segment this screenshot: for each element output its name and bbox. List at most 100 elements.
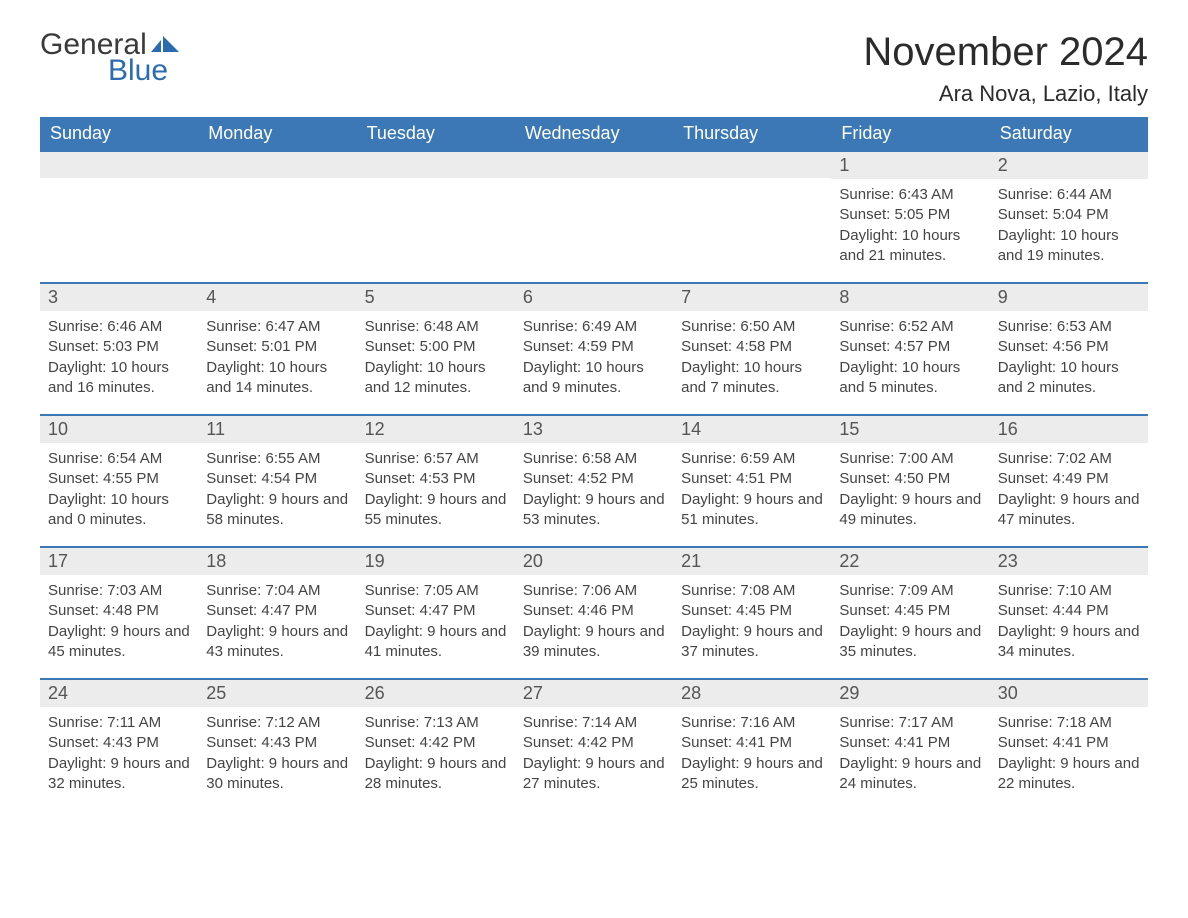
calendar-week-row: 10Sunrise: 6:54 AMSunset: 4:55 PMDayligh… bbox=[40, 414, 1148, 546]
sunset-line: Sunset: 4:45 PM bbox=[839, 601, 981, 621]
day-number: 16 bbox=[990, 414, 1148, 443]
sunset-line: Sunset: 4:46 PM bbox=[523, 601, 665, 621]
calendar-day-cell bbox=[40, 150, 198, 282]
day-details: Sunrise: 7:06 AMSunset: 4:46 PMDaylight:… bbox=[515, 575, 673, 672]
calendar-week-row: 1Sunrise: 6:43 AMSunset: 5:05 PMDaylight… bbox=[40, 150, 1148, 282]
calendar-day-cell: 26Sunrise: 7:13 AMSunset: 4:42 PMDayligh… bbox=[357, 678, 515, 810]
calendar-day-cell bbox=[673, 150, 831, 282]
weekday-header: Wednesday bbox=[515, 117, 673, 150]
sunset-line: Sunset: 4:51 PM bbox=[681, 469, 823, 489]
sunrise-line: Sunrise: 6:49 AM bbox=[523, 317, 665, 337]
sunrise-line: Sunrise: 7:18 AM bbox=[998, 713, 1140, 733]
daylight-line: Daylight: 9 hours and 34 minutes. bbox=[998, 622, 1140, 663]
weekday-header: Thursday bbox=[673, 117, 831, 150]
sunset-line: Sunset: 4:54 PM bbox=[206, 469, 348, 489]
sunset-line: Sunset: 5:05 PM bbox=[839, 205, 981, 225]
daylight-line: Daylight: 9 hours and 30 minutes. bbox=[206, 754, 348, 795]
calendar-day-cell bbox=[357, 150, 515, 282]
sunset-line: Sunset: 5:01 PM bbox=[206, 337, 348, 357]
day-details: Sunrise: 7:09 AMSunset: 4:45 PMDaylight:… bbox=[831, 575, 989, 672]
day-details: Sunrise: 6:59 AMSunset: 4:51 PMDaylight:… bbox=[673, 443, 831, 540]
sunrise-line: Sunrise: 6:58 AM bbox=[523, 449, 665, 469]
calendar-day-cell: 3Sunrise: 6:46 AMSunset: 5:03 PMDaylight… bbox=[40, 282, 198, 414]
calendar-day-cell: 14Sunrise: 6:59 AMSunset: 4:51 PMDayligh… bbox=[673, 414, 831, 546]
day-number: 25 bbox=[198, 678, 356, 707]
calendar-day-cell: 18Sunrise: 7:04 AMSunset: 4:47 PMDayligh… bbox=[198, 546, 356, 678]
day-number: 30 bbox=[990, 678, 1148, 707]
daylight-line: Daylight: 10 hours and 5 minutes. bbox=[839, 358, 981, 399]
day-details: Sunrise: 6:46 AMSunset: 5:03 PMDaylight:… bbox=[40, 311, 198, 408]
day-details: Sunrise: 7:03 AMSunset: 4:48 PMDaylight:… bbox=[40, 575, 198, 672]
sunset-line: Sunset: 4:50 PM bbox=[839, 469, 981, 489]
weekday-header-row: SundayMondayTuesdayWednesdayThursdayFrid… bbox=[40, 117, 1148, 150]
sunset-line: Sunset: 5:03 PM bbox=[48, 337, 190, 357]
calendar-day-cell: 20Sunrise: 7:06 AMSunset: 4:46 PMDayligh… bbox=[515, 546, 673, 678]
sunset-line: Sunset: 4:48 PM bbox=[48, 601, 190, 621]
day-details: Sunrise: 6:48 AMSunset: 5:00 PMDaylight:… bbox=[357, 311, 515, 408]
weekday-header: Sunday bbox=[40, 117, 198, 150]
sunrise-line: Sunrise: 7:08 AM bbox=[681, 581, 823, 601]
day-details: Sunrise: 6:44 AMSunset: 5:04 PMDaylight:… bbox=[990, 179, 1148, 276]
calendar-day-cell: 22Sunrise: 7:09 AMSunset: 4:45 PMDayligh… bbox=[831, 546, 989, 678]
calendar-day-cell: 11Sunrise: 6:55 AMSunset: 4:54 PMDayligh… bbox=[198, 414, 356, 546]
calendar-table: SundayMondayTuesdayWednesdayThursdayFrid… bbox=[40, 117, 1148, 810]
calendar-day-cell: 1Sunrise: 6:43 AMSunset: 5:05 PMDaylight… bbox=[831, 150, 989, 282]
day-number: 5 bbox=[357, 282, 515, 311]
daylight-line: Daylight: 10 hours and 2 minutes. bbox=[998, 358, 1140, 399]
day-details: Sunrise: 6:53 AMSunset: 4:56 PMDaylight:… bbox=[990, 311, 1148, 408]
day-number: 20 bbox=[515, 546, 673, 575]
sunset-line: Sunset: 4:47 PM bbox=[365, 601, 507, 621]
calendar-day-cell: 27Sunrise: 7:14 AMSunset: 4:42 PMDayligh… bbox=[515, 678, 673, 810]
calendar-day-cell: 23Sunrise: 7:10 AMSunset: 4:44 PMDayligh… bbox=[990, 546, 1148, 678]
sunset-line: Sunset: 4:44 PM bbox=[998, 601, 1140, 621]
daylight-line: Daylight: 9 hours and 22 minutes. bbox=[998, 754, 1140, 795]
day-number: 14 bbox=[673, 414, 831, 443]
daylight-line: Daylight: 9 hours and 27 minutes. bbox=[523, 754, 665, 795]
day-details: Sunrise: 6:54 AMSunset: 4:55 PMDaylight:… bbox=[40, 443, 198, 540]
location-subtitle: Ara Nova, Lazio, Italy bbox=[863, 81, 1148, 107]
calendar-week-row: 17Sunrise: 7:03 AMSunset: 4:48 PMDayligh… bbox=[40, 546, 1148, 678]
sunrise-line: Sunrise: 7:02 AM bbox=[998, 449, 1140, 469]
daylight-line: Daylight: 10 hours and 14 minutes. bbox=[206, 358, 348, 399]
sunset-line: Sunset: 4:52 PM bbox=[523, 469, 665, 489]
sunrise-line: Sunrise: 7:14 AM bbox=[523, 713, 665, 733]
day-details: Sunrise: 7:02 AMSunset: 4:49 PMDaylight:… bbox=[990, 443, 1148, 540]
day-number: 7 bbox=[673, 282, 831, 311]
day-details: Sunrise: 7:00 AMSunset: 4:50 PMDaylight:… bbox=[831, 443, 989, 540]
sunrise-line: Sunrise: 7:16 AM bbox=[681, 713, 823, 733]
day-number: 1 bbox=[831, 150, 989, 179]
calendar-day-cell: 2Sunrise: 6:44 AMSunset: 5:04 PMDaylight… bbox=[990, 150, 1148, 282]
sunrise-line: Sunrise: 7:17 AM bbox=[839, 713, 981, 733]
logo-text-blue: Blue bbox=[40, 56, 168, 86]
sunset-line: Sunset: 5:00 PM bbox=[365, 337, 507, 357]
sunrise-line: Sunrise: 7:06 AM bbox=[523, 581, 665, 601]
day-details: Sunrise: 7:14 AMSunset: 4:42 PMDaylight:… bbox=[515, 707, 673, 804]
day-details: Sunrise: 6:49 AMSunset: 4:59 PMDaylight:… bbox=[515, 311, 673, 408]
calendar-day-cell: 30Sunrise: 7:18 AMSunset: 4:41 PMDayligh… bbox=[990, 678, 1148, 810]
daylight-line: Daylight: 10 hours and 16 minutes. bbox=[48, 358, 190, 399]
day-number: 8 bbox=[831, 282, 989, 311]
day-details: Sunrise: 7:16 AMSunset: 4:41 PMDaylight:… bbox=[673, 707, 831, 804]
weekday-header: Tuesday bbox=[357, 117, 515, 150]
day-details: Sunrise: 7:17 AMSunset: 4:41 PMDaylight:… bbox=[831, 707, 989, 804]
daylight-line: Daylight: 9 hours and 28 minutes. bbox=[365, 754, 507, 795]
day-details: Sunrise: 7:12 AMSunset: 4:43 PMDaylight:… bbox=[198, 707, 356, 804]
sunrise-line: Sunrise: 7:03 AM bbox=[48, 581, 190, 601]
daylight-line: Daylight: 9 hours and 49 minutes. bbox=[839, 490, 981, 531]
sunrise-line: Sunrise: 6:46 AM bbox=[48, 317, 190, 337]
sunset-line: Sunset: 4:41 PM bbox=[681, 733, 823, 753]
sunrise-line: Sunrise: 7:09 AM bbox=[839, 581, 981, 601]
sunset-line: Sunset: 4:47 PM bbox=[206, 601, 348, 621]
sunset-line: Sunset: 4:43 PM bbox=[48, 733, 190, 753]
calendar-day-cell: 19Sunrise: 7:05 AMSunset: 4:47 PMDayligh… bbox=[357, 546, 515, 678]
calendar-body: 1Sunrise: 6:43 AMSunset: 5:05 PMDaylight… bbox=[40, 150, 1148, 810]
day-number: 11 bbox=[198, 414, 356, 443]
daylight-line: Daylight: 9 hours and 47 minutes. bbox=[998, 490, 1140, 531]
day-number: 24 bbox=[40, 678, 198, 707]
calendar-day-cell: 15Sunrise: 7:00 AMSunset: 4:50 PMDayligh… bbox=[831, 414, 989, 546]
daylight-line: Daylight: 10 hours and 21 minutes. bbox=[839, 226, 981, 267]
sunset-line: Sunset: 4:55 PM bbox=[48, 469, 190, 489]
month-title: November 2024 bbox=[863, 30, 1148, 75]
calendar-day-cell: 12Sunrise: 6:57 AMSunset: 4:53 PMDayligh… bbox=[357, 414, 515, 546]
day-details: Sunrise: 6:57 AMSunset: 4:53 PMDaylight:… bbox=[357, 443, 515, 540]
